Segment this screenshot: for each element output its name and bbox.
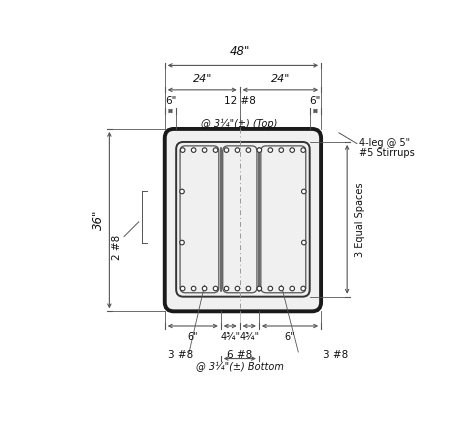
Text: 6": 6" bbox=[165, 96, 176, 107]
Text: @ 3¼"(±) (Top): @ 3¼"(±) (Top) bbox=[201, 119, 278, 129]
Circle shape bbox=[224, 286, 229, 291]
FancyBboxPatch shape bbox=[165, 129, 321, 311]
Circle shape bbox=[180, 240, 184, 245]
Circle shape bbox=[246, 286, 251, 291]
Text: 36": 36" bbox=[91, 210, 104, 230]
Circle shape bbox=[279, 286, 283, 291]
Text: #5 Stirrups: #5 Stirrups bbox=[358, 148, 414, 158]
Circle shape bbox=[301, 286, 305, 291]
Circle shape bbox=[202, 286, 207, 291]
Circle shape bbox=[301, 189, 306, 194]
Text: 4¾": 4¾" bbox=[220, 332, 240, 342]
Circle shape bbox=[213, 286, 218, 291]
Circle shape bbox=[235, 148, 240, 152]
Text: 3 #8: 3 #8 bbox=[168, 350, 193, 360]
Text: 6 #8: 6 #8 bbox=[227, 350, 252, 360]
Circle shape bbox=[181, 148, 185, 152]
Circle shape bbox=[224, 148, 229, 152]
Circle shape bbox=[180, 189, 184, 194]
Circle shape bbox=[191, 286, 196, 291]
Text: 6": 6" bbox=[285, 332, 295, 342]
Circle shape bbox=[213, 148, 218, 152]
Text: 4-leg @ 5": 4-leg @ 5" bbox=[358, 138, 410, 148]
Text: 24": 24" bbox=[192, 74, 212, 84]
Circle shape bbox=[246, 148, 251, 152]
Circle shape bbox=[290, 286, 294, 291]
Circle shape bbox=[290, 148, 294, 152]
Circle shape bbox=[279, 148, 283, 152]
Text: 48": 48" bbox=[229, 45, 250, 58]
Text: 3 #8: 3 #8 bbox=[323, 350, 348, 360]
Circle shape bbox=[268, 286, 273, 291]
Circle shape bbox=[191, 148, 196, 152]
Circle shape bbox=[235, 286, 240, 291]
Text: 12 #8: 12 #8 bbox=[224, 96, 255, 107]
Circle shape bbox=[181, 286, 185, 291]
Circle shape bbox=[268, 148, 273, 152]
Text: 4¾": 4¾" bbox=[239, 332, 259, 342]
Text: 24": 24" bbox=[271, 74, 290, 84]
Text: 3 Equal Spaces: 3 Equal Spaces bbox=[356, 182, 365, 257]
Text: @ 3¼"(±) Bottom: @ 3¼"(±) Bottom bbox=[196, 362, 283, 372]
Circle shape bbox=[301, 240, 306, 245]
Circle shape bbox=[257, 286, 262, 291]
Text: 6": 6" bbox=[187, 332, 198, 342]
Circle shape bbox=[257, 148, 262, 152]
Text: 2 #8: 2 #8 bbox=[112, 235, 122, 260]
Text: 6": 6" bbox=[310, 96, 321, 107]
Circle shape bbox=[301, 148, 305, 152]
Circle shape bbox=[202, 148, 207, 152]
